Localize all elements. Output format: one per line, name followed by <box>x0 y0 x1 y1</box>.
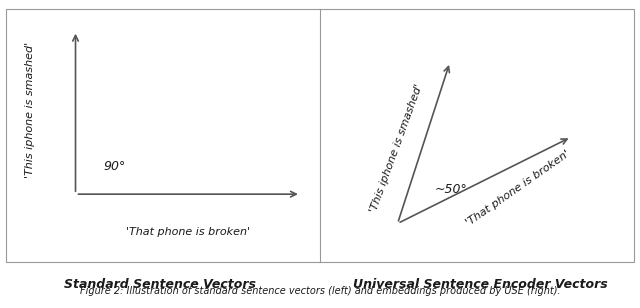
Text: 'That phone is broken': 'That phone is broken' <box>126 227 250 237</box>
Text: 90°: 90° <box>104 160 126 173</box>
Text: Figure 2: Illustration of standard sentence vectors (left) and embeddings produc: Figure 2: Illustration of standard sente… <box>80 286 560 296</box>
Text: 'This iphone is smashed': 'This iphone is smashed' <box>26 42 35 178</box>
Text: 'That phone is broken': 'That phone is broken' <box>464 148 572 228</box>
Text: Universal Sentence Encoder Vectors: Universal Sentence Encoder Vectors <box>353 278 607 291</box>
Text: Standard Sentence Vectors: Standard Sentence Vectors <box>64 278 256 291</box>
Text: 'This iphone is smashed': 'This iphone is smashed' <box>368 83 424 214</box>
Text: ~50°: ~50° <box>434 184 467 197</box>
